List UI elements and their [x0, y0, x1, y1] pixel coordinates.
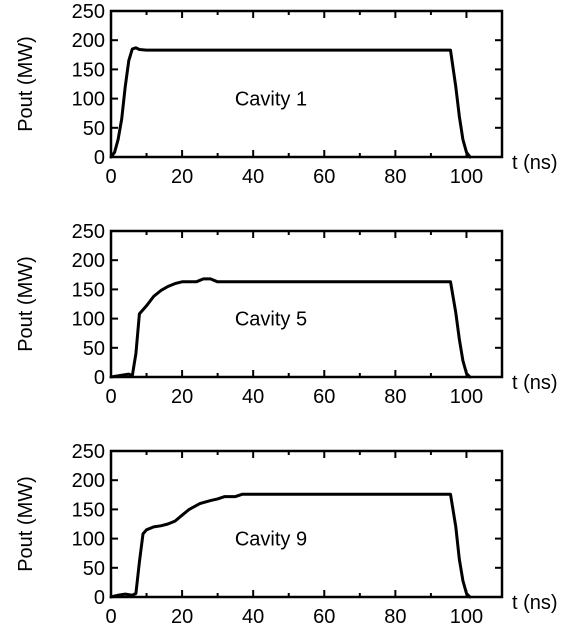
x-tick-label: 40: [242, 606, 264, 628]
y-tick-label: 250: [72, 221, 105, 243]
x-axis-label: t (ns): [512, 372, 558, 394]
x-tick-label: 60: [313, 166, 335, 188]
x-tick-label: 0: [105, 166, 116, 188]
x-tick-label: 60: [313, 386, 335, 408]
plot-frame: [109, 9, 504, 159]
x-tick-label: 60: [313, 606, 335, 628]
x-tick-label: 40: [242, 386, 264, 408]
cavity-label: Cavity 5: [235, 309, 307, 331]
chart-panel-1: 0 20 40 60 80 100 0 50 100 150 200 250 Pout (MW) t (n…: [15, 1, 558, 188]
x-axis-label: t (ns): [512, 152, 558, 174]
x-tick-label: 0: [105, 606, 116, 628]
x-tick-label: 0: [105, 386, 116, 408]
cavity-label: Cavity 1: [235, 89, 307, 111]
x-tick-label: 100: [450, 606, 483, 628]
y-tick-label: 100: [72, 89, 105, 111]
y-tick-label: 50: [83, 338, 105, 360]
x-tick-label: 40: [242, 166, 264, 188]
series-line-1: [109, 492, 472, 599]
x-tick-label: 100: [450, 166, 483, 188]
x-tick-label: 80: [384, 386, 406, 408]
y-tick-label: 200: [72, 30, 105, 52]
y-tick-label: 0: [94, 587, 105, 609]
y-tick-label: 0: [94, 147, 105, 169]
y-tick-label: 150: [72, 499, 105, 521]
y-axis-label: Pout (MW): [15, 476, 37, 572]
x-tick-label: 80: [384, 606, 406, 628]
x-tick-label: 20: [171, 606, 193, 628]
y-tick-label: 250: [72, 441, 105, 463]
y-tick-label: 100: [72, 309, 105, 331]
chart-panel-2: 0 20 40 60 80 100 0 50 100 150 200 250 Pout (MW) t (n…: [15, 221, 558, 408]
y-tick-label: 250: [72, 1, 105, 23]
plot-frame: [109, 229, 504, 379]
y-tick-label: 150: [72, 279, 105, 301]
chart-panel-3: 0 20 40 60 80 100 0 50 100 150 200 250 Pout (MW) t (n…: [15, 441, 558, 628]
y-tick-label: 150: [72, 59, 105, 81]
series-line-1: [109, 277, 472, 379]
y-tick-label: 100: [72, 529, 105, 551]
y-axis-label: Pout (MW): [15, 36, 37, 132]
x-tick-label: 20: [171, 166, 193, 188]
series-line-1: [109, 46, 472, 159]
x-tick-label: 20: [171, 386, 193, 408]
y-tick-label: 200: [72, 470, 105, 492]
y-tick-label: 50: [83, 558, 105, 580]
cavity-label: Cavity 9: [235, 529, 307, 551]
x-tick-label: 100: [450, 386, 483, 408]
y-tick-label: 200: [72, 250, 105, 272]
y-axis-label: Pout (MW): [15, 256, 37, 352]
x-axis-label: t (ns): [512, 592, 558, 614]
plot-frame: [109, 449, 504, 599]
x-tick-label: 80: [384, 166, 406, 188]
y-tick-label: 0: [94, 367, 105, 389]
y-tick-label: 50: [83, 118, 105, 140]
